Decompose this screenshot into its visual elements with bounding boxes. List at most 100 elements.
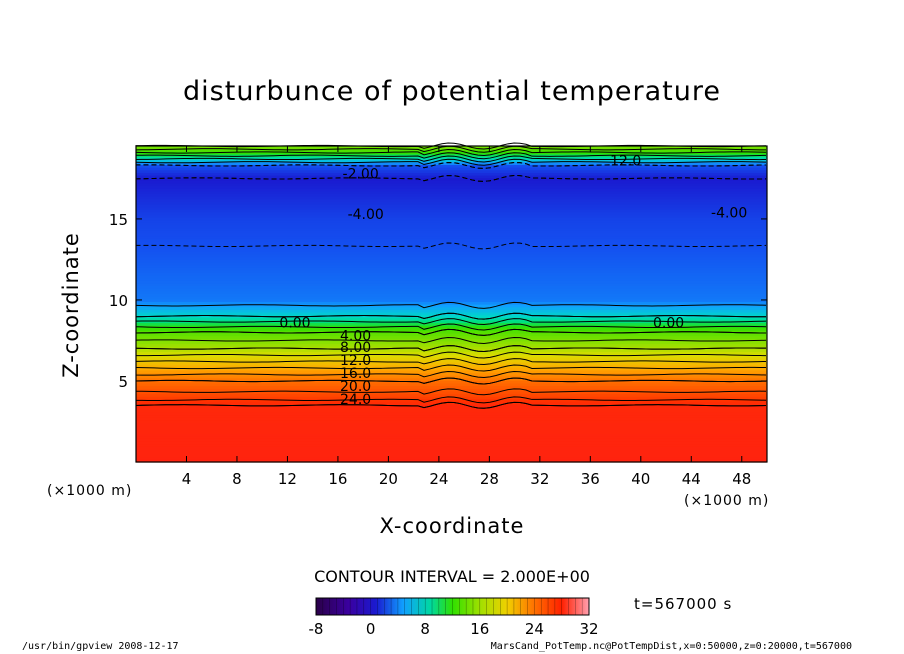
contour-line bbox=[135, 318, 767, 326]
contour-line bbox=[135, 337, 767, 344]
field-band bbox=[136, 167, 767, 171]
contour-label: 20.0 bbox=[340, 379, 371, 395]
y-tick-label: 5 bbox=[118, 373, 128, 391]
field-band bbox=[136, 435, 767, 439]
time-label: t=567000 s bbox=[634, 595, 733, 613]
field-band bbox=[136, 459, 767, 463]
field-band bbox=[136, 232, 767, 237]
field-band bbox=[136, 375, 767, 379]
field-band bbox=[136, 325, 767, 329]
field-band bbox=[136, 256, 767, 260]
field-band bbox=[136, 272, 767, 276]
contour-line bbox=[135, 388, 767, 396]
field-band bbox=[136, 377, 767, 381]
field-band bbox=[136, 393, 767, 397]
x-unit-right: (×1000 m) bbox=[684, 493, 770, 509]
field-band bbox=[136, 443, 767, 447]
field-band bbox=[136, 174, 767, 179]
contour-line bbox=[135, 161, 767, 169]
contour-label: -2.00 bbox=[343, 167, 379, 183]
field-band bbox=[136, 364, 767, 368]
field-band bbox=[136, 367, 767, 371]
field-band bbox=[136, 343, 767, 347]
field-band bbox=[136, 338, 767, 342]
field-band bbox=[136, 409, 767, 413]
field-band bbox=[136, 361, 767, 366]
field-band bbox=[136, 180, 767, 184]
field-band bbox=[136, 156, 767, 160]
field-band bbox=[136, 211, 767, 216]
field-band bbox=[136, 222, 767, 226]
field-band bbox=[136, 172, 767, 176]
contour-line bbox=[135, 351, 767, 359]
contour-label: 0.00 bbox=[279, 316, 310, 332]
colorbar: -8 0 8 16 24 32 bbox=[309, 597, 599, 638]
field-band bbox=[136, 159, 767, 163]
field-band bbox=[136, 193, 767, 197]
field-band bbox=[136, 285, 767, 289]
contour-label: 0.00 bbox=[653, 316, 684, 332]
field-band bbox=[136, 417, 767, 421]
field-band bbox=[136, 425, 767, 429]
field-band bbox=[136, 359, 767, 363]
field-band bbox=[136, 185, 767, 189]
contour-line bbox=[135, 364, 767, 372]
x-tick-label: 12 bbox=[278, 470, 297, 488]
y-ticks: 5 10 15 bbox=[109, 211, 767, 391]
field-band bbox=[136, 293, 767, 297]
x-tick-label: 20 bbox=[379, 470, 398, 488]
contour-line bbox=[135, 323, 767, 331]
field-band bbox=[136, 261, 767, 266]
contour-label: -4.00 bbox=[711, 205, 747, 221]
field-band bbox=[136, 277, 767, 281]
field-band bbox=[136, 398, 767, 403]
field-band bbox=[136, 330, 767, 334]
colorbar-stripes bbox=[315, 598, 590, 615]
field-band bbox=[136, 177, 767, 181]
footer-left: /usr/bin/gpview 2008-12-17 bbox=[22, 641, 179, 652]
x-ticks: 4 8 12 16 20 24 28 32 36 40 44 48 bbox=[182, 146, 751, 488]
field-band bbox=[136, 206, 767, 210]
field-band bbox=[136, 388, 767, 392]
field-band bbox=[136, 243, 767, 247]
field-band bbox=[136, 298, 767, 302]
y-axis-label: Z-coordinate bbox=[59, 232, 83, 378]
colorbar-tick-label: -8 bbox=[309, 620, 324, 638]
contour-interval: CONTOUR INTERVAL = 2.000E+00 bbox=[314, 567, 590, 586]
contour-label: 12.0 bbox=[610, 154, 641, 170]
contour-line bbox=[135, 174, 767, 182]
field-band bbox=[136, 240, 767, 245]
field-band bbox=[136, 190, 767, 194]
contour-line bbox=[135, 358, 767, 366]
plot-frame bbox=[135, 145, 768, 463]
field-band bbox=[136, 238, 767, 242]
x-tick-label: 24 bbox=[429, 470, 448, 488]
field-band bbox=[136, 275, 767, 279]
field-band bbox=[136, 383, 767, 387]
field-band bbox=[136, 264, 767, 268]
field-band bbox=[136, 219, 767, 223]
field-band bbox=[136, 306, 767, 310]
contour-line bbox=[135, 301, 767, 309]
field-band bbox=[136, 248, 767, 252]
x-tick-label: 44 bbox=[682, 470, 701, 488]
contour-line bbox=[135, 158, 767, 166]
field-band bbox=[136, 146, 767, 150]
contour-label: 8.00 bbox=[340, 340, 371, 356]
x-axis-label: X-coordinate bbox=[379, 514, 525, 538]
field-band bbox=[136, 253, 767, 258]
field-band bbox=[136, 340, 767, 345]
field-band bbox=[136, 422, 767, 426]
field-band bbox=[136, 451, 767, 455]
field-band bbox=[136, 227, 767, 231]
field-band bbox=[136, 196, 767, 200]
field-band bbox=[136, 269, 767, 273]
field-band bbox=[136, 304, 767, 308]
contour-line bbox=[135, 377, 767, 385]
field-band bbox=[136, 309, 767, 313]
field-band bbox=[136, 314, 767, 318]
x-tick-label: 16 bbox=[328, 470, 347, 488]
field-band bbox=[136, 319, 767, 324]
field-band bbox=[136, 201, 767, 205]
